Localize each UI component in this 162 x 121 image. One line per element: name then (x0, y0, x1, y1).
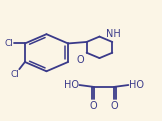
Text: O: O (89, 101, 97, 111)
Text: Cl: Cl (10, 70, 19, 79)
Text: NH: NH (106, 29, 121, 39)
Text: O: O (111, 101, 119, 111)
Text: HO: HO (64, 80, 79, 90)
Text: HO: HO (129, 80, 144, 90)
Text: Cl: Cl (5, 39, 14, 48)
Text: O: O (76, 55, 84, 65)
